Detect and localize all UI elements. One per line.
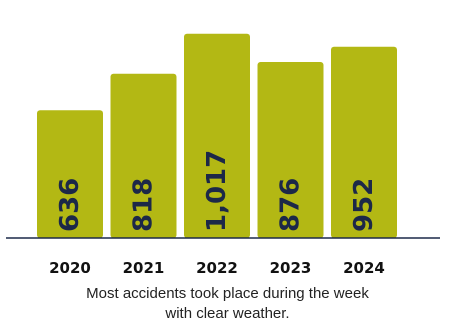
- caption-line-2: with clear weather.: [165, 305, 290, 322]
- x-tick-label: 2023: [270, 259, 312, 277]
- caption-line-1: Most accidents took place during the wee…: [86, 285, 369, 302]
- bar-2021: [110, 73, 177, 238]
- x-tick-label: 2024: [343, 259, 385, 277]
- bar-value-label: 952: [349, 178, 379, 232]
- bar-value-label: 876: [276, 178, 306, 232]
- bar-value-label: 818: [129, 178, 159, 232]
- bars-group: [37, 33, 397, 239]
- bar-2020: [37, 110, 103, 238]
- bar-2023: [257, 62, 324, 238]
- x-tick-label: 2022: [196, 259, 238, 277]
- bar-2022: [184, 33, 250, 238]
- chart-caption: Most accidents took place during the wee…: [0, 284, 455, 324]
- bar-value-label: 1,017: [202, 150, 232, 232]
- x-tick-label: 2020: [49, 259, 91, 277]
- bar-value-label: 636: [55, 178, 85, 232]
- x-tick-label: 2021: [123, 259, 165, 277]
- bar-2024: [331, 46, 397, 239]
- x-tick-labels: 2020 2021 2022 2023 2024: [49, 259, 385, 277]
- bar-value-labels: 636 818 1,017 876 952: [55, 150, 379, 232]
